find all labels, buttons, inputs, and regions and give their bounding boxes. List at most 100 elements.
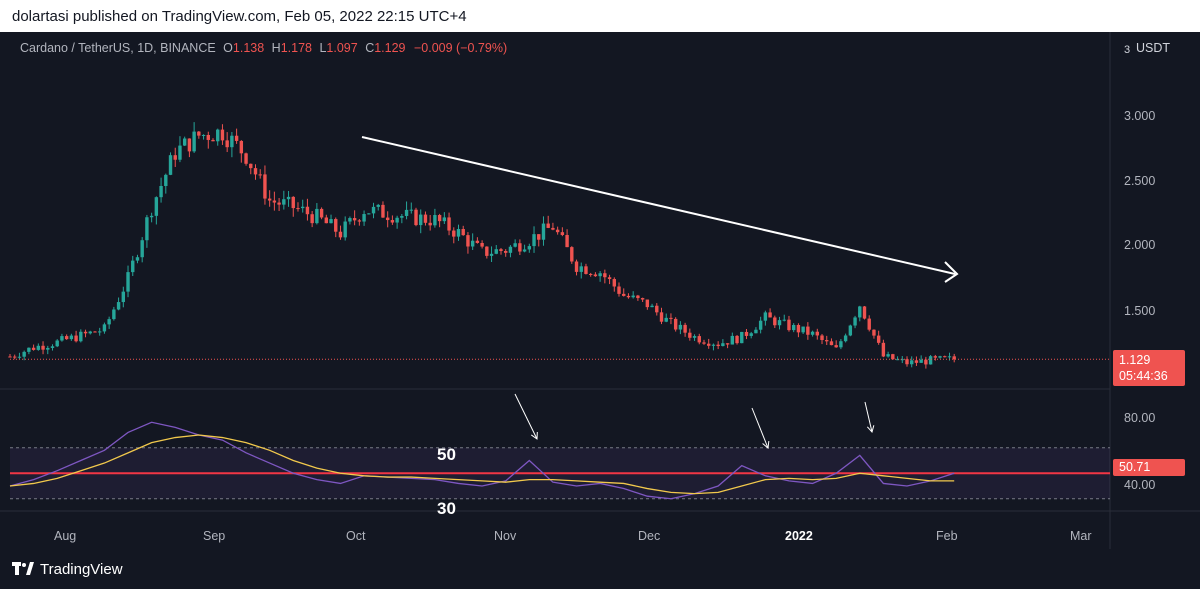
candle-body: [452, 230, 456, 237]
candle-body: [758, 320, 763, 330]
drawings[interactable]: [361, 136, 959, 449]
candle-body: [249, 163, 253, 169]
annotation-30[interactable]: 30: [437, 499, 456, 518]
candle-body: [853, 317, 857, 326]
footer-brand[interactable]: TradingView: [40, 560, 123, 578]
candle-body: [730, 335, 735, 345]
candle-body: [258, 174, 262, 176]
candle-body: [697, 336, 701, 343]
candle-body: [645, 299, 650, 308]
candle-body: [338, 231, 343, 238]
candle-body: [286, 196, 291, 200]
candle-body: [588, 273, 593, 275]
candle-body: [121, 291, 126, 303]
chart-area[interactable]: Cardano / TetherUS, 1D, BINANCE O1.138 H…: [0, 32, 1200, 549]
rsi-lines: [9, 421, 955, 500]
candle-body: [64, 336, 69, 340]
annotation-50[interactable]: 50: [437, 445, 456, 464]
candle-body: [102, 324, 107, 332]
publish-line: dolartasi published on TradingView.com, …: [12, 7, 467, 25]
candle-body: [768, 312, 772, 318]
candle-body: [787, 319, 791, 331]
candle-body: [914, 360, 919, 363]
candle-body: [31, 347, 36, 350]
candle-body: [612, 279, 616, 287]
footer-brand-bar: TradingView: [0, 549, 1200, 589]
candle-body: [131, 260, 135, 273]
candle-body: [428, 222, 432, 226]
candle-body: [839, 341, 843, 348]
candle-body: [938, 356, 942, 358]
candle-body: [74, 335, 78, 342]
candle-body: [178, 145, 182, 160]
candle-body: [494, 249, 498, 254]
high-value: 1.178: [280, 41, 312, 55]
candle-body: [17, 356, 22, 358]
candle-body: [447, 217, 451, 231]
candle-body: [362, 214, 366, 222]
candle-body: [862, 306, 867, 319]
candle-body: [22, 351, 26, 357]
candle-body: [876, 335, 881, 343]
candle-body: [791, 324, 796, 331]
candle-body: [69, 335, 74, 340]
candle-body: [419, 214, 423, 226]
chart-canvas[interactable]: [0, 32, 1200, 549]
candle-body: [230, 135, 234, 148]
price-tick: 2.000: [1124, 238, 1156, 252]
candle-body: [659, 312, 664, 322]
candle-body: [617, 286, 621, 294]
rsi-last-value: 50.71: [1119, 460, 1151, 474]
rsi-ma-line: [9, 434, 955, 495]
rsi-value-tag: 50.71: [1113, 459, 1185, 476]
candle-body: [508, 246, 513, 253]
candle-body: [182, 138, 187, 146]
candle-body: [197, 131, 201, 136]
candle-body: [291, 196, 295, 209]
candle-body: [626, 295, 631, 298]
candle-body: [456, 229, 461, 237]
candle-body: [310, 214, 314, 224]
rsi-tick: 40.00: [1124, 478, 1156, 492]
candle-body: [754, 329, 758, 334]
candle-body: [820, 335, 824, 341]
candle-body: [187, 138, 192, 152]
candle-body: [683, 324, 687, 333]
candle-body: [60, 336, 64, 341]
candle-body: [707, 343, 711, 346]
candle-body: [13, 356, 17, 358]
month-tick: Aug: [54, 529, 77, 543]
candle-body: [225, 140, 229, 148]
candle-body: [598, 273, 602, 277]
candle-body: [650, 305, 654, 308]
symbol-name[interactable]: Cardano / TetherUS, 1D, BINANCE: [20, 41, 216, 55]
candle-body: [574, 261, 579, 272]
candles: [8, 122, 1110, 369]
candle-body: [485, 246, 489, 256]
candle-body: [900, 359, 904, 361]
candle-body: [348, 218, 352, 222]
candle-body: [541, 223, 546, 240]
bar-countdown: 05:44:36: [1119, 369, 1168, 383]
close-label: C: [365, 41, 375, 55]
candle-body: [277, 202, 281, 205]
candle-body: [381, 204, 385, 218]
candle-body: [716, 344, 720, 347]
candle-body: [168, 155, 173, 175]
candle-body: [565, 234, 569, 248]
rsi-line: [9, 421, 955, 500]
candle-body: [305, 206, 310, 215]
price-scale-unit[interactable]: USDT: [1136, 41, 1171, 55]
candle-body: [489, 253, 494, 256]
candle-body: [55, 340, 59, 347]
candle-body: [504, 250, 508, 253]
rsi-tick: 80.00: [1124, 411, 1156, 425]
tradingview-logo-icon[interactable]: [12, 562, 34, 576]
candle-body: [537, 234, 541, 240]
candle-body: [910, 360, 914, 365]
candle-body: [140, 240, 144, 258]
candle-body: [702, 342, 706, 344]
publish-header: dolartasi published on TradingView.com, …: [0, 0, 1200, 32]
candle-body: [50, 346, 55, 348]
candle-body: [352, 218, 357, 221]
